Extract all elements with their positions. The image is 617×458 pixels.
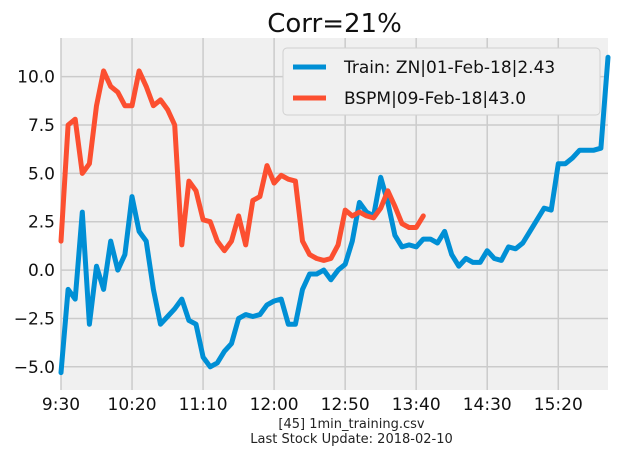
- x-tick-label: 10:20: [108, 395, 157, 415]
- x-tick-label: 13:40: [392, 395, 441, 415]
- x-tick-label: 15:20: [534, 395, 583, 415]
- footer-filename: [45] 1min_training.csv: [278, 417, 425, 432]
- y-tick-label: 0.0: [28, 261, 55, 281]
- x-tick-label: 14:30: [463, 395, 512, 415]
- x-tick-label: 9:30: [42, 395, 80, 415]
- y-tick-label: −5.0: [14, 358, 55, 378]
- legend-label: Train: ZN|01-Feb-18|2.43: [343, 58, 555, 78]
- y-tick-label: 2.5: [28, 213, 55, 233]
- y-tick-label: 10.0: [17, 68, 55, 88]
- legend-box: [282, 47, 601, 116]
- y-tick-label: 5.0: [28, 164, 55, 184]
- y-tick-label: 7.5: [28, 116, 55, 136]
- y-tick-label: −2.5: [14, 309, 55, 329]
- x-tick-label: 12:00: [250, 395, 299, 415]
- footer: [45] 1min_training.csv Last Stock Update…: [43, 417, 617, 447]
- x-tick-label: 11:10: [179, 395, 228, 415]
- series-line-1: [58, 54, 611, 376]
- legend-label: BSPM|09-Feb-18|43.0: [344, 89, 526, 109]
- x-tick-label: 12:50: [321, 395, 370, 415]
- chart-title: Corr=21%: [267, 9, 402, 39]
- series-line-2: [58, 68, 426, 263]
- footer-update: Last Stock Update: 2018-02-10: [250, 432, 453, 447]
